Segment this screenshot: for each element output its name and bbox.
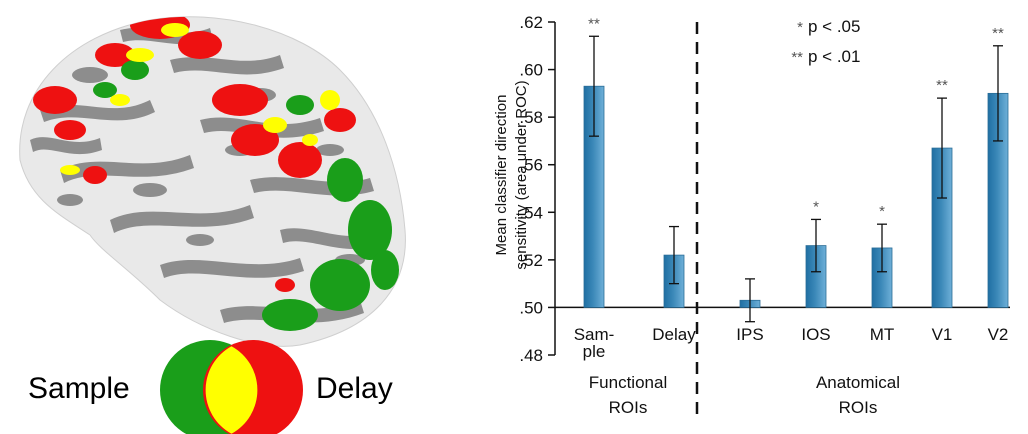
significance-marker: ** xyxy=(992,25,1004,42)
brain-figure-panel: Sample Delay xyxy=(0,0,430,434)
legend-stars: ** xyxy=(791,49,803,66)
brain-activation-sample xyxy=(93,60,399,331)
significance-marker: * xyxy=(879,203,885,220)
category-label: IPS xyxy=(736,325,763,344)
y-tick-label: .52 xyxy=(519,251,543,270)
significance-marker: * xyxy=(813,198,819,215)
category-label: V1 xyxy=(932,325,953,344)
y-axis-title-line1: Mean classifier direction xyxy=(493,95,510,256)
category-label: V2 xyxy=(988,325,1009,344)
category-label: IOS xyxy=(801,325,830,344)
venn-overlap xyxy=(205,346,258,434)
bar-chart: Mean classifier direction sensitivity (a… xyxy=(493,13,1010,420)
y-tick-label: .56 xyxy=(519,156,543,175)
legend-text: p < .01 xyxy=(808,47,860,66)
legend-stars: * xyxy=(797,19,803,36)
y-tick-label: .54 xyxy=(519,203,543,222)
y-tick-label: .50 xyxy=(519,298,543,317)
y-tick-label: .62 xyxy=(519,13,543,32)
group-label: Anatomical xyxy=(816,373,900,392)
venn-label-delay: Delay xyxy=(316,372,393,405)
category-label: Delay xyxy=(652,325,696,344)
y-tick-label: .60 xyxy=(519,61,543,80)
group-label: ROIs xyxy=(609,398,648,417)
y-axis-title-line2: sensitivity (area under ROC) xyxy=(513,80,530,269)
venn-label-sample: Sample xyxy=(28,372,130,405)
category-label: ple xyxy=(583,342,606,361)
brain-activation-overlap xyxy=(60,23,340,175)
category-label: Sam- xyxy=(574,325,615,344)
y-tick-label: .48 xyxy=(519,346,543,365)
category-label: MT xyxy=(870,325,895,344)
brain-svg xyxy=(19,16,406,434)
group-label: Functional xyxy=(589,373,667,392)
y-tick-label: .58 xyxy=(519,108,543,127)
legend-text: p < .05 xyxy=(808,17,860,36)
significance-marker: ** xyxy=(936,77,948,94)
group-label: ROIs xyxy=(839,398,878,417)
y-axis-title: Mean classifier direction sensitivity (a… xyxy=(493,80,530,269)
significance-marker: ** xyxy=(588,15,600,32)
venn-diagram xyxy=(160,340,303,434)
